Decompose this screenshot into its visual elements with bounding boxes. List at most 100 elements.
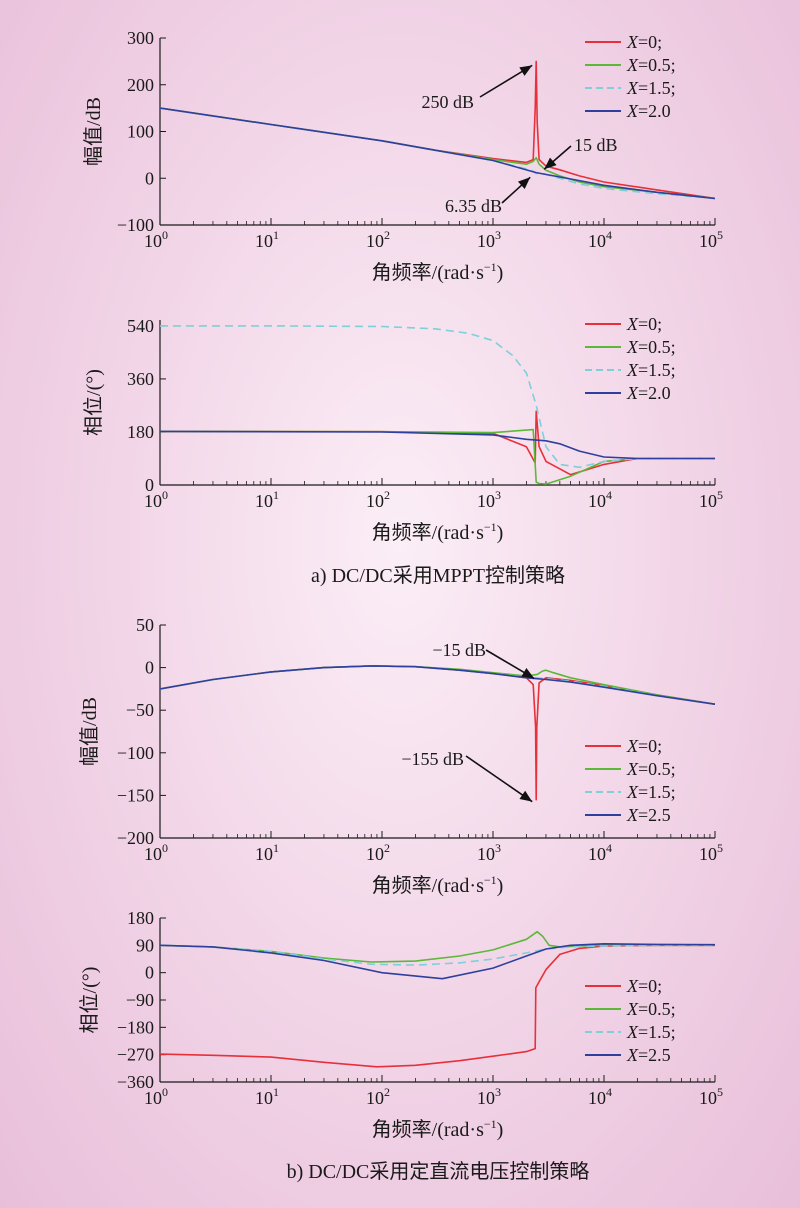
x-tick-label: 100 [144,841,168,864]
y-tick-label: 50 [136,615,154,635]
x-tick-label: 101 [255,228,279,251]
annotation-arrow [465,755,533,803]
y-tick-label: 0 [145,475,154,495]
legend-label: X=0.5; [626,999,676,1019]
panel-b-magnitude: −200 −150 −100 −50 0 50 100 101 102 103 104 105 角频率/… [78,615,723,897]
x-tick-label: 103 [477,488,501,511]
annotation-label: −15 dB [432,640,486,660]
annotation-arrowhead [521,667,535,679]
x-tick-label: 102 [366,1085,390,1108]
legend-label: X=0; [626,314,662,334]
x-tick-label: 102 [366,228,390,251]
y-axis-label: 相位/(°) [78,967,101,1034]
series-line-2 [160,107,715,200]
legend-label: X=0; [626,736,662,756]
x-tick-label: 105 [699,1085,723,1108]
y-tick-label: 0 [145,168,154,188]
x-tick-label: 105 [699,841,723,864]
legend-label: X=2.0 [626,101,671,121]
caption-b: b) DC/DC采用定直流电压控制策略 [287,1160,590,1183]
legend-label: X=1.5; [626,360,676,380]
x-axis-label: 角频率/(rad·s−1) [372,260,504,284]
x-tick-label: 103 [477,1085,501,1108]
annotation-arrowhead [517,177,531,190]
series-line-4 [160,665,715,705]
x-tick-label: 101 [255,488,279,511]
x-tick-label: 103 [477,841,501,864]
legend-label: X=1.5; [626,78,676,98]
caption-a: a) DC/DC采用MPPT控制策略 [311,564,565,587]
x-tick-label: 103 [477,228,501,251]
y-tick-label: −100 [117,743,154,763]
x-tick-label: 105 [699,488,723,511]
x-tick-label: 101 [255,841,279,864]
y-tick-label: −200 [117,828,154,848]
y-tick-label: −270 [117,1045,154,1065]
series-line-2 [160,930,715,963]
annotation-label: 6.35 dB [445,196,502,216]
legend-label: X=0.5; [626,55,676,75]
y-tick-label: 540 [127,316,154,336]
legend-label: X=2.5 [626,805,671,825]
legend-label: X=0; [626,976,662,996]
x-axis-label: 角频率/(rad·s−1) [372,873,504,897]
annotation-arrowhead [519,790,533,802]
x-tick-label: 102 [366,488,390,511]
legend-label: X=1.5; [626,1022,676,1042]
series-line-3 [160,325,715,469]
y-tick-label: −90 [126,990,154,1010]
legend-label: X=1.5; [626,782,676,802]
x-axis-label: 角频率/(rad·s−1) [372,1117,504,1141]
y-tick-label: 90 [136,935,154,955]
series-line-2 [160,665,715,705]
x-tick-label: 104 [588,488,612,511]
y-tick-label: 180 [127,422,154,442]
y-axis-label: 相位/(°) [82,369,105,436]
panel-a-phase: 0 180 360 540 100 101 102 103 104 105 角频率/(rad·s−1… [82,314,723,544]
panel-a-magnitude: −100 0 100 200 300 100 101 102 103 104 105 角频率/(rad… [82,28,723,284]
series-line-1 [160,944,715,1068]
series-line-4 [160,107,715,200]
x-tick-label: 100 [144,228,168,251]
x-tick-label: 100 [144,1085,168,1108]
x-tick-label: 101 [255,1085,279,1108]
annotation-label: 15 dB [574,135,618,155]
legend-label: X=0.5; [626,337,676,357]
y-tick-label: −50 [126,700,154,720]
y-tick-label: 300 [127,28,154,48]
legend-label: X=2.0 [626,383,671,403]
y-axis-label: 幅值/dB [78,697,101,766]
y-tick-label: −360 [117,1072,154,1092]
x-tick-label: 104 [588,228,612,251]
series-line-2 [160,428,715,485]
y-tick-label: 200 [127,75,154,95]
y-tick-label: −150 [117,785,154,805]
series-line-4 [160,430,715,460]
series-line-3 [160,107,715,200]
y-tick-label: 100 [127,122,154,142]
series-line-3 [160,944,715,966]
y-tick-label: −100 [117,215,154,235]
series-line-1 [160,410,715,476]
series-line-1 [160,665,715,801]
series-line-3 [160,665,715,705]
y-axis-label: 幅值/dB [82,97,105,166]
panel-b-phase: −360 −270 −180 −90 0 90 180 100 101 102 103 104 105 角… [78,908,723,1141]
annotation-label: −155 dB [401,749,464,769]
annotation-label: 250 dB [421,92,474,112]
y-tick-label: −180 [117,1017,154,1037]
y-tick-label: 360 [127,369,154,389]
y-tick-label: 0 [145,963,154,983]
x-tick-label: 104 [588,1085,612,1108]
x-tick-label: 100 [144,488,168,511]
legend-label: X=0.5; [626,759,676,779]
x-tick-label: 102 [366,841,390,864]
x-tick-label: 105 [699,228,723,251]
x-tick-label: 104 [588,841,612,864]
y-tick-label: 180 [127,908,154,928]
annotation-arrowhead [544,157,557,170]
legend-label: X=2.5 [626,1045,671,1065]
x-axis-label: 角频率/(rad·s−1) [372,520,504,544]
series-line-4 [160,942,715,980]
